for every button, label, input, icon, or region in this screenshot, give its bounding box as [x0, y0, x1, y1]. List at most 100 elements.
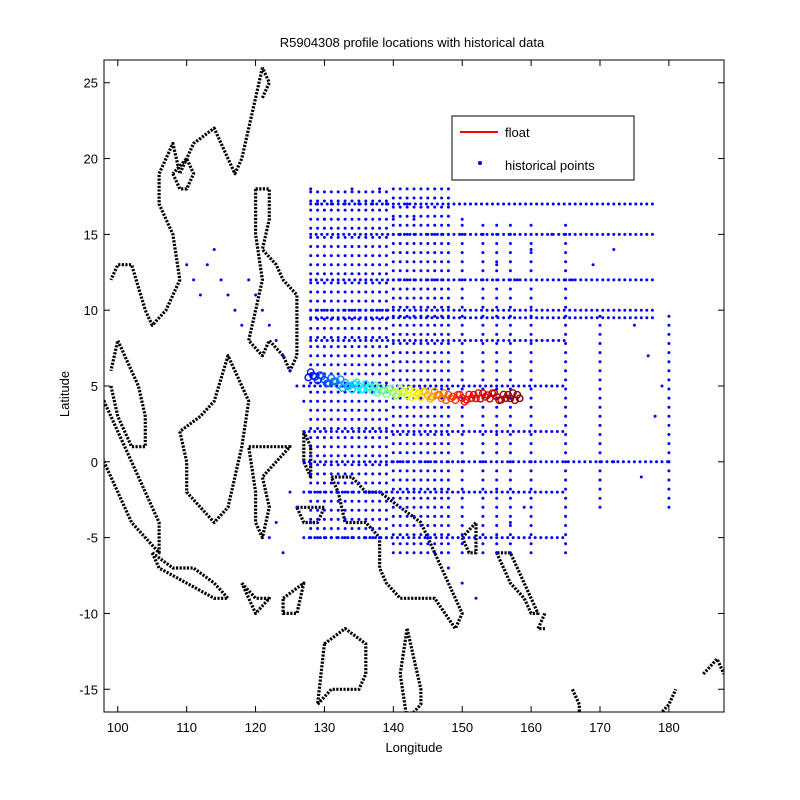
- historical-point: [371, 226, 375, 230]
- historical-point: [329, 417, 333, 421]
- historical-point: [481, 269, 485, 273]
- historical-point: [426, 242, 430, 245]
- historical-point: [433, 223, 437, 227]
- historical-point: [405, 414, 409, 418]
- historical-point: [463, 339, 467, 342]
- historical-point: [343, 399, 347, 403]
- historical-point: [529, 396, 533, 400]
- historical-point: [357, 445, 361, 449]
- historical-point: [544, 536, 548, 540]
- historical-point: [440, 342, 444, 345]
- historical-point: [426, 414, 430, 418]
- historical-point: [481, 533, 485, 537]
- historical-point: [343, 336, 347, 339]
- historical-point: [335, 460, 339, 464]
- historical-point: [419, 360, 423, 364]
- historical-point: [371, 235, 375, 239]
- historical-point: [598, 487, 602, 491]
- historical-point: [419, 423, 423, 427]
- historical-point: [460, 269, 464, 273]
- historical-point: [440, 524, 444, 527]
- historical-point: [430, 278, 434, 282]
- historical-point: [440, 214, 444, 218]
- historical-point: [481, 323, 485, 327]
- historical-point: [522, 536, 526, 540]
- historical-point: [364, 226, 368, 230]
- x-tick-label: 160: [520, 720, 542, 735]
- historical-point: [529, 351, 533, 355]
- historical-point: [429, 536, 432, 540]
- historical-point: [384, 381, 388, 385]
- historical-point: [513, 316, 517, 320]
- historical-point: [440, 251, 444, 255]
- historical-point: [405, 551, 409, 555]
- historical-point: [309, 187, 313, 191]
- historical-point: [336, 445, 340, 449]
- historical-point: [329, 363, 333, 367]
- historical-point: [335, 536, 339, 540]
- historical-point: [357, 436, 361, 440]
- historical-point: [384, 463, 388, 467]
- historical-point: [544, 384, 548, 388]
- historical-point: [407, 460, 410, 464]
- historical-point: [495, 405, 499, 409]
- historical-point: [371, 326, 375, 330]
- historical-point: [550, 430, 554, 433]
- historical-point: [329, 245, 333, 248]
- historical-point: [325, 339, 329, 342]
- historical-point: [508, 423, 512, 427]
- historical-point: [496, 316, 500, 320]
- historical-point: [533, 384, 537, 388]
- historical-point: [667, 387, 671, 391]
- historical-point: [446, 551, 450, 555]
- historical-point: [405, 469, 409, 473]
- historical-point: [634, 202, 638, 206]
- historical-point: [419, 296, 423, 300]
- historical-point: [433, 378, 437, 382]
- historical-point: [529, 369, 533, 373]
- historical-point: [313, 536, 317, 540]
- historical-point: [502, 202, 506, 206]
- historical-point: [623, 308, 627, 312]
- historical-point: [484, 430, 488, 433]
- historical-point: [364, 272, 368, 276]
- historical-point: [405, 442, 409, 446]
- historical-point: [598, 496, 602, 500]
- historical-point: [446, 205, 450, 209]
- historical-point: [616, 460, 620, 464]
- historical-point: [281, 551, 285, 555]
- historical-point: [564, 342, 568, 345]
- historical-point: [456, 460, 460, 464]
- historical-point: [274, 521, 278, 524]
- historical-point: [540, 232, 544, 236]
- historical-point: [371, 463, 375, 467]
- historical-point: [513, 232, 517, 236]
- historical-point: [396, 430, 399, 433]
- historical-point: [518, 202, 522, 206]
- historical-point: [336, 290, 340, 294]
- historical-point: [507, 316, 511, 320]
- historical-point: [329, 217, 333, 221]
- historical-point: [495, 369, 499, 373]
- historical-point: [371, 354, 375, 358]
- historical-point: [340, 490, 344, 494]
- historical-point: [555, 490, 559, 494]
- historical-point: [529, 433, 533, 436]
- historical-point: [309, 308, 313, 312]
- historical-point: [508, 478, 512, 482]
- historical-point: [535, 308, 539, 312]
- historical-point: [564, 332, 568, 336]
- historical-point: [544, 490, 548, 494]
- historical-point: [433, 405, 437, 409]
- historical-point: [371, 190, 375, 194]
- historical-point: [594, 460, 598, 464]
- historical-point: [433, 433, 437, 436]
- historical-point: [546, 308, 550, 312]
- historical-point: [398, 251, 402, 255]
- historical-point: [495, 487, 499, 491]
- historical-point: [384, 272, 388, 276]
- historical-point: [398, 287, 402, 291]
- historical-point: [426, 351, 430, 355]
- historical-point: [423, 384, 427, 388]
- historical-point: [329, 427, 333, 430]
